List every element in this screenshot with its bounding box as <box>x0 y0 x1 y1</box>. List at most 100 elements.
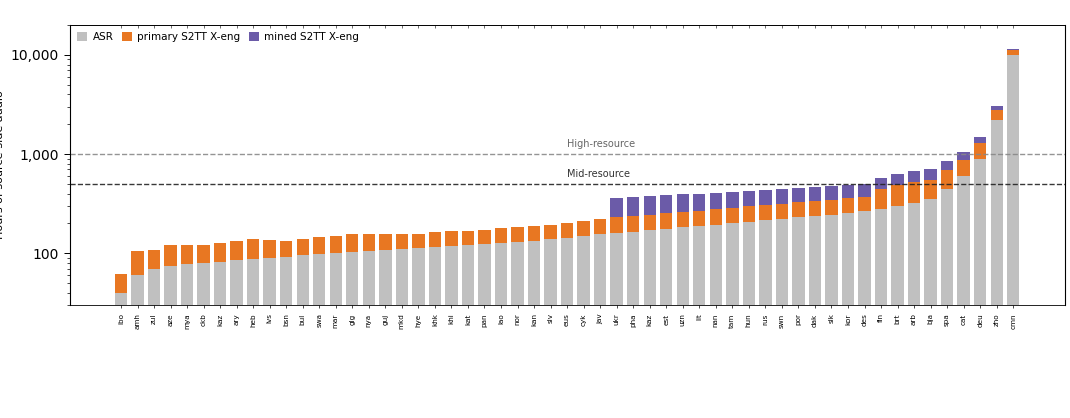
Bar <box>462 231 474 245</box>
Bar <box>429 232 441 247</box>
Bar <box>709 209 722 225</box>
Bar <box>578 221 590 237</box>
Bar <box>891 185 904 206</box>
Bar <box>809 216 821 418</box>
Bar <box>907 203 920 418</box>
Bar <box>511 242 523 418</box>
Bar <box>891 206 904 418</box>
Bar <box>494 243 507 418</box>
Bar <box>412 248 425 418</box>
Bar <box>776 204 789 219</box>
Bar <box>924 180 937 199</box>
Bar <box>114 274 127 293</box>
Bar <box>478 229 491 245</box>
Bar <box>181 264 194 418</box>
Bar <box>974 143 987 159</box>
Bar <box>958 160 969 176</box>
Bar <box>561 238 574 418</box>
Bar <box>693 226 705 418</box>
Bar <box>809 201 821 216</box>
Bar <box>809 187 821 201</box>
Bar <box>132 251 143 275</box>
Bar <box>379 234 392 250</box>
Bar <box>478 245 491 418</box>
Bar <box>643 230 656 418</box>
Bar <box>445 246 458 418</box>
Bar <box>941 161 953 170</box>
Bar <box>578 237 590 418</box>
Bar <box>561 224 574 238</box>
Bar <box>263 240 276 258</box>
Bar <box>379 250 392 418</box>
Bar <box>760 190 771 205</box>
Bar <box>842 185 854 198</box>
Bar <box>1007 50 1020 55</box>
Bar <box>842 213 854 418</box>
Bar <box>709 225 722 418</box>
Bar <box>314 237 325 254</box>
Bar <box>296 239 309 255</box>
Bar <box>891 174 904 185</box>
Bar <box>676 194 689 212</box>
Bar <box>743 191 755 206</box>
Bar <box>363 234 374 251</box>
Bar <box>776 219 789 418</box>
Bar <box>494 229 507 243</box>
Bar <box>991 110 1003 120</box>
Bar <box>643 215 656 230</box>
Bar <box>214 262 227 418</box>
Bar <box>346 234 358 252</box>
Bar <box>760 205 771 220</box>
Bar <box>280 257 292 418</box>
Bar <box>974 159 987 418</box>
Bar <box>314 254 325 418</box>
Bar <box>545 240 556 418</box>
Bar <box>974 137 987 143</box>
Bar <box>875 178 887 189</box>
Bar <box>1007 49 1020 50</box>
Text: Mid-resource: Mid-resource <box>567 169 630 179</box>
Bar <box>924 169 937 180</box>
Bar <box>693 211 705 226</box>
Bar <box>941 189 953 418</box>
Bar <box>776 189 789 204</box>
Bar <box>132 275 143 418</box>
Bar <box>727 224 738 418</box>
Legend: ASR, primary S2TT X-eng, mined S2TT X-eng: ASR, primary S2TT X-eng, mined S2TT X-en… <box>75 30 362 44</box>
Bar <box>660 196 672 213</box>
Bar <box>727 208 738 224</box>
Bar <box>462 245 474 418</box>
Bar <box>958 176 969 418</box>
Bar <box>363 251 374 418</box>
Bar <box>346 252 358 418</box>
Bar <box>858 184 871 196</box>
Bar <box>114 293 127 418</box>
Bar <box>760 220 771 418</box>
Bar <box>991 106 1003 110</box>
Bar <box>792 217 805 418</box>
Bar <box>247 259 259 418</box>
Bar <box>858 196 871 212</box>
Bar <box>611 217 623 233</box>
Bar <box>396 234 408 249</box>
Bar <box>660 213 672 229</box>
Bar <box>412 234 425 248</box>
Bar <box>396 249 408 418</box>
Bar <box>528 226 540 241</box>
Bar <box>627 216 640 232</box>
Bar <box>743 222 755 418</box>
Bar <box>792 202 805 217</box>
Bar <box>825 200 838 215</box>
Bar <box>676 227 689 418</box>
Bar <box>825 215 838 418</box>
Text: High-resource: High-resource <box>567 139 636 149</box>
Bar <box>330 253 342 418</box>
Bar <box>743 206 755 222</box>
Bar <box>165 266 177 418</box>
Bar <box>693 194 705 211</box>
Bar <box>230 241 243 260</box>
Bar <box>148 250 160 269</box>
Bar <box>991 120 1003 418</box>
Bar <box>511 227 523 242</box>
Bar <box>545 225 556 240</box>
